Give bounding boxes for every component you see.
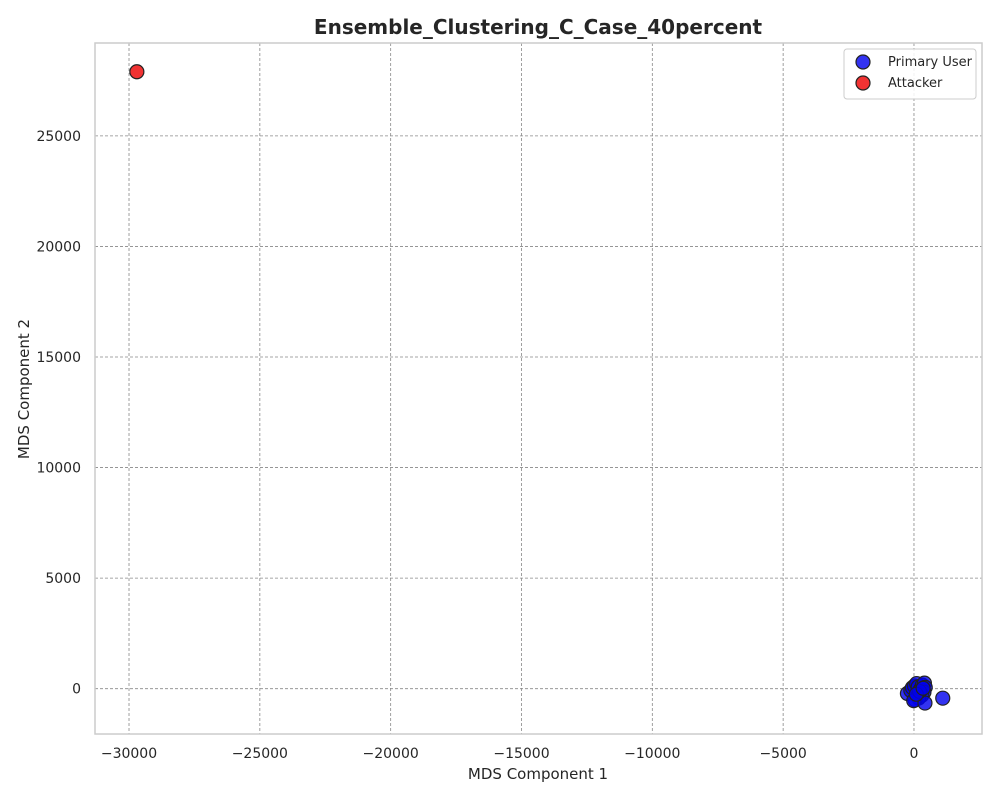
x-tick-label: −20000	[363, 746, 419, 762]
chart-title: Ensemble_Clustering_C_Case_40percent	[314, 15, 763, 39]
legend-marker	[855, 54, 871, 70]
plot-frame	[94, 42, 983, 735]
data-points	[129, 64, 951, 711]
data-point-series-0	[915, 680, 931, 696]
x-tick-label: 0	[910, 746, 919, 762]
legend-label: Primary User	[888, 55, 973, 70]
x-tick-label: −30000	[101, 746, 157, 762]
data-point-series-1	[129, 64, 145, 80]
x-tick-label: −5000	[759, 746, 806, 762]
y-tick-label: 15000	[36, 350, 81, 366]
x-axis-label: MDS Component 1	[468, 765, 608, 783]
x-tick-label: −25000	[232, 746, 288, 762]
legend-label: Attacker	[888, 76, 943, 91]
y-axis-label: MDS Component 2	[15, 319, 33, 459]
data-point-series-0	[935, 690, 951, 706]
y-tick-label: 20000	[36, 239, 81, 255]
tick-labels: −30000 −25000 −20000 −15000 −10000 −5000 0 0 500…	[36, 129, 918, 762]
x-tick-label: −10000	[624, 746, 680, 762]
legend-box	[843, 48, 977, 100]
grid	[95, 43, 982, 734]
legend: Primary User Attacker	[843, 48, 977, 100]
y-tick-label: 10000	[36, 461, 81, 477]
x-tick-label: −15000	[493, 746, 549, 762]
legend-marker	[855, 75, 871, 91]
y-tick-label: 0	[72, 682, 81, 698]
y-tick-label: 5000	[45, 571, 81, 587]
y-tick-label: 25000	[36, 129, 81, 145]
